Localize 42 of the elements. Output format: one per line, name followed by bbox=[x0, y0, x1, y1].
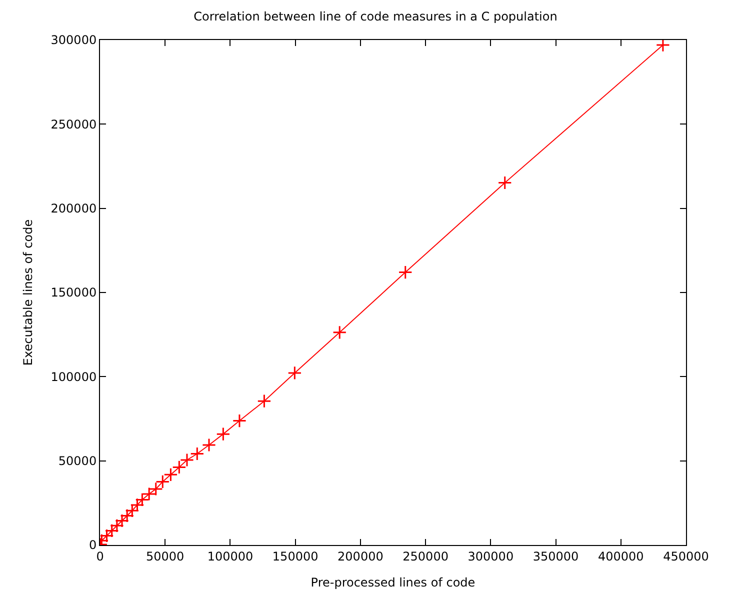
y-tick-label: 150000 bbox=[50, 286, 97, 300]
point bbox=[498, 176, 512, 190]
x-tick-label: 150000 bbox=[272, 549, 318, 564]
point bbox=[180, 452, 194, 468]
x-tick-label: 250000 bbox=[402, 549, 448, 564]
point bbox=[135, 492, 150, 507]
point bbox=[164, 468, 178, 482]
x-tick-label: 350000 bbox=[532, 549, 579, 564]
y-tick-label: 0 bbox=[88, 538, 97, 552]
x-tick-label: 100000 bbox=[207, 549, 254, 564]
point bbox=[104, 524, 119, 538]
point bbox=[172, 460, 186, 474]
x-tick-label: 300000 bbox=[468, 549, 514, 564]
point bbox=[398, 265, 412, 280]
point bbox=[114, 514, 130, 528]
point bbox=[142, 486, 156, 502]
point bbox=[257, 394, 272, 408]
point bbox=[130, 498, 144, 512]
chart-title: Correlation between line of code measures in a C population bbox=[194, 9, 558, 24]
point bbox=[120, 508, 134, 523]
point bbox=[332, 325, 347, 340]
point bbox=[656, 40, 670, 52]
x-tick-label: 50000 bbox=[146, 549, 184, 564]
y-tick-label: 250000 bbox=[50, 117, 97, 132]
y-axis-title: Executable lines of code bbox=[21, 219, 36, 366]
y-tick-label: 300000 bbox=[50, 33, 97, 48]
x-tick-label: 200000 bbox=[338, 549, 384, 564]
point bbox=[232, 414, 247, 428]
x-axis-title: Pre-processed lines of code bbox=[310, 575, 476, 590]
point bbox=[148, 482, 163, 496]
point bbox=[156, 474, 170, 489]
x-tick-label: 450000 bbox=[663, 549, 709, 564]
y-tick-label: 200000 bbox=[50, 202, 97, 216]
x-tick-label: 400000 bbox=[598, 549, 644, 564]
point bbox=[125, 504, 140, 518]
point bbox=[216, 427, 230, 442]
point bbox=[190, 446, 204, 461]
y-tick-label: 100000 bbox=[50, 370, 97, 384]
point bbox=[288, 366, 302, 380]
y-tick-label: 50000 bbox=[58, 454, 97, 468]
point bbox=[110, 518, 124, 533]
point bbox=[202, 438, 216, 452]
